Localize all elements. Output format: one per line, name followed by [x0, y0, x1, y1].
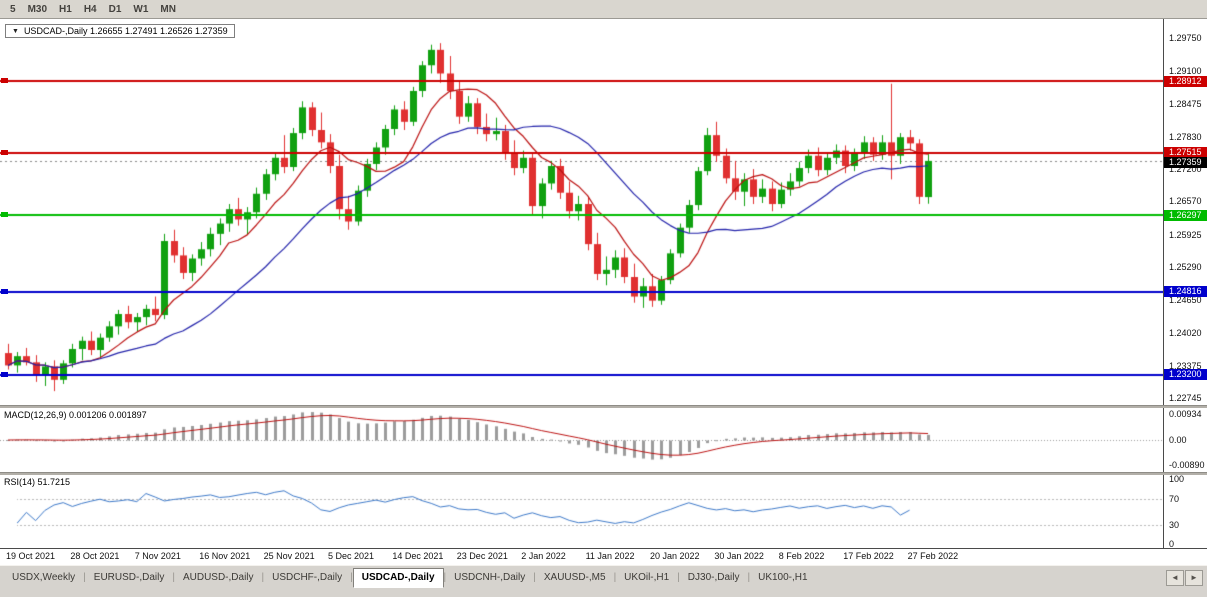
macd-axis-label: -0.00890: [1169, 459, 1205, 470]
chart-tab-uk100-h1[interactable]: UK100-,H1: [758, 572, 808, 583]
hline-handle[interactable]: [1, 288, 8, 294]
price-axis-label: 1.28475: [1169, 98, 1202, 109]
panel-splitter[interactable]: [0, 405, 1207, 408]
chart-tab-usdchf-daily[interactable]: USDCHF-,Daily: [272, 572, 343, 583]
price-axis-label: 1.25925: [1169, 229, 1202, 240]
rsi-axis: 100 70 30 0: [1163, 475, 1207, 548]
hline-handle[interactable]: [1, 78, 8, 84]
date-label: 27 Feb 2022: [907, 551, 959, 561]
timeframe-button-d1[interactable]: D1: [108, 3, 122, 15]
chart-tab-usdx-weekly[interactable]: USDX,Weekly: [12, 572, 76, 583]
chart-tab-xauusd-m5[interactable]: XAUUSD-,M5: [543, 572, 606, 583]
tab-scroll-left-button[interactable]: ◄: [1166, 570, 1184, 586]
date-label: 19 Oct 2021: [6, 551, 56, 561]
rsi-panel: RSI(14) 51.7215 100 70 30 0: [0, 475, 1207, 548]
date-axis: 19 Oct 2021 28 Oct 2021 7 Nov 2021 16 Nov 2…: [0, 548, 1207, 565]
current-price-badge: 1.27359: [1164, 157, 1207, 169]
macd-panel: MACD(12,26,9) 0.001206 0.001897 0.00934 0…: [0, 408, 1207, 472]
hline-handle[interactable]: [1, 149, 8, 155]
price-axis-label: 1.26570: [1169, 196, 1202, 207]
date-label: 30 Jan 2022: [714, 551, 764, 561]
date-label: 11 Jan 2022: [585, 551, 635, 561]
date-label: 28 Oct 2021: [70, 551, 120, 561]
hline-price-badge: 1.26297: [1164, 209, 1207, 221]
chart-tabbar: USDX,Weekly | EURUSD-,Daily | AUDUSD-,Daily |…: [0, 565, 1207, 597]
price-axis-label: 1.22745: [1169, 393, 1202, 404]
date-label: 20 Jan 2022: [650, 551, 700, 561]
date-label: 25 Nov 2021: [263, 551, 315, 561]
price-axis-label: 1.24650: [1169, 295, 1202, 306]
tab-separator: |: [677, 572, 680, 583]
date-label: 14 Dec 2021: [392, 551, 444, 561]
tab-separator: |: [533, 572, 536, 583]
chart-tab-dj30-daily[interactable]: DJ30-,Daily: [687, 572, 740, 583]
tab-separator: |: [83, 572, 86, 583]
tab-scroll-widget: ◄ ►: [1166, 570, 1203, 586]
chart-tab-eurusd-daily[interactable]: EURUSD-,Daily: [93, 572, 165, 583]
price-axis-label: 1.23375: [1169, 360, 1202, 371]
hline-handle[interactable]: [1, 212, 8, 218]
rsi-canvas[interactable]: [0, 475, 1163, 548]
chart-title-ohlc: USDCAD-,Daily 1.26655 1.27491 1.26526 1.…: [23, 26, 228, 36]
rsi-axis-label: 0: [1169, 539, 1175, 548]
tab-separator: |: [350, 572, 353, 583]
macd-axis: 0.00934 0.00 -0.00890: [1163, 408, 1207, 472]
macd-axis-label: 0.00934: [1169, 409, 1202, 419]
panel-splitter[interactable]: [0, 472, 1207, 475]
timeframe-button-5[interactable]: 5: [10, 3, 16, 15]
timeframe-button-h4[interactable]: H4: [83, 3, 97, 15]
date-label: 7 Nov 2021: [134, 551, 181, 561]
date-label: 5 Dec 2021: [328, 551, 375, 561]
timeframe-toolbar: 5 M30 H1 H4 D1 W1 MN: [0, 0, 1207, 19]
price-panel: ▼ USDCAD-,Daily 1.26655 1.27491 1.26526 …: [0, 19, 1207, 405]
chart-tab-usdcnh-daily[interactable]: USDCNH-,Daily: [454, 572, 526, 583]
hline-price-badge: 1.24816: [1164, 286, 1207, 298]
rsi-axis-label: 100: [1169, 475, 1185, 484]
chart-tab-usdcad-daily[interactable]: USDCAD-,Daily: [352, 568, 444, 588]
chart-tabs: USDX,Weekly | EURUSD-,Daily | AUDUSD-,Daily |…: [4, 568, 816, 588]
macd-canvas[interactable]: [0, 408, 1163, 472]
rsi-label: RSI(14) 51.7215: [4, 477, 71, 487]
timeframe-button-h1[interactable]: H1: [59, 3, 72, 15]
macd-label: MACD(12,26,9) 0.001206 0.001897: [4, 410, 147, 420]
collapse-arrow-icon[interactable]: ▼: [12, 27, 19, 35]
hline-handle[interactable]: [1, 371, 8, 377]
tab-scroll-right-button[interactable]: ►: [1185, 570, 1203, 586]
tab-separator: |: [443, 572, 447, 583]
rsi-axis-label: 70: [1169, 493, 1180, 504]
price-axis: 1.29750 1.29100 1.28475 1.27830 1.27200 1.265…: [1163, 19, 1207, 405]
hline-price-badge: 1.27515: [1164, 147, 1207, 159]
date-label: 8 Feb 2022: [778, 551, 825, 561]
date-label: 16 Nov 2021: [199, 551, 251, 561]
price-axis-label: 1.29750: [1169, 33, 1202, 44]
price-axis-label: 1.24020: [1169, 327, 1202, 338]
date-label: 17 Feb 2022: [843, 551, 894, 561]
chart-tab-ukoil-h1[interactable]: UKOil-,H1: [624, 572, 670, 583]
chart-tab-audusd-daily[interactable]: AUDUSD-,Daily: [182, 572, 254, 583]
macd-axis-label: 0.00: [1169, 435, 1187, 445]
hline-price-badge: 1.28912: [1164, 75, 1207, 87]
timeframe-button-m30[interactable]: M30: [27, 3, 48, 15]
price-axis-label: 1.27830: [1169, 131, 1202, 142]
tab-separator: |: [172, 572, 175, 583]
price-axis-label: 1.29100: [1169, 66, 1202, 77]
timeframe-button-mn[interactable]: MN: [160, 3, 176, 15]
tab-separator: |: [613, 572, 617, 583]
price-chart-canvas[interactable]: [0, 19, 1163, 405]
timeframe-button-w1[interactable]: W1: [133, 3, 149, 15]
price-axis-label: 1.25290: [1169, 262, 1202, 273]
date-label: 23 Dec 2021: [456, 551, 508, 561]
date-label: 2 Jan 2022: [521, 551, 566, 561]
rsi-axis-label: 30: [1169, 519, 1180, 530]
chart-title-box: ▼ USDCAD-,Daily 1.26655 1.27491 1.26526 …: [5, 24, 235, 38]
price-axis-label: 1.27200: [1169, 164, 1202, 175]
hline-price-badge: 1.23200: [1164, 369, 1207, 381]
tab-separator: |: [261, 572, 265, 583]
tab-separator: |: [747, 572, 751, 583]
